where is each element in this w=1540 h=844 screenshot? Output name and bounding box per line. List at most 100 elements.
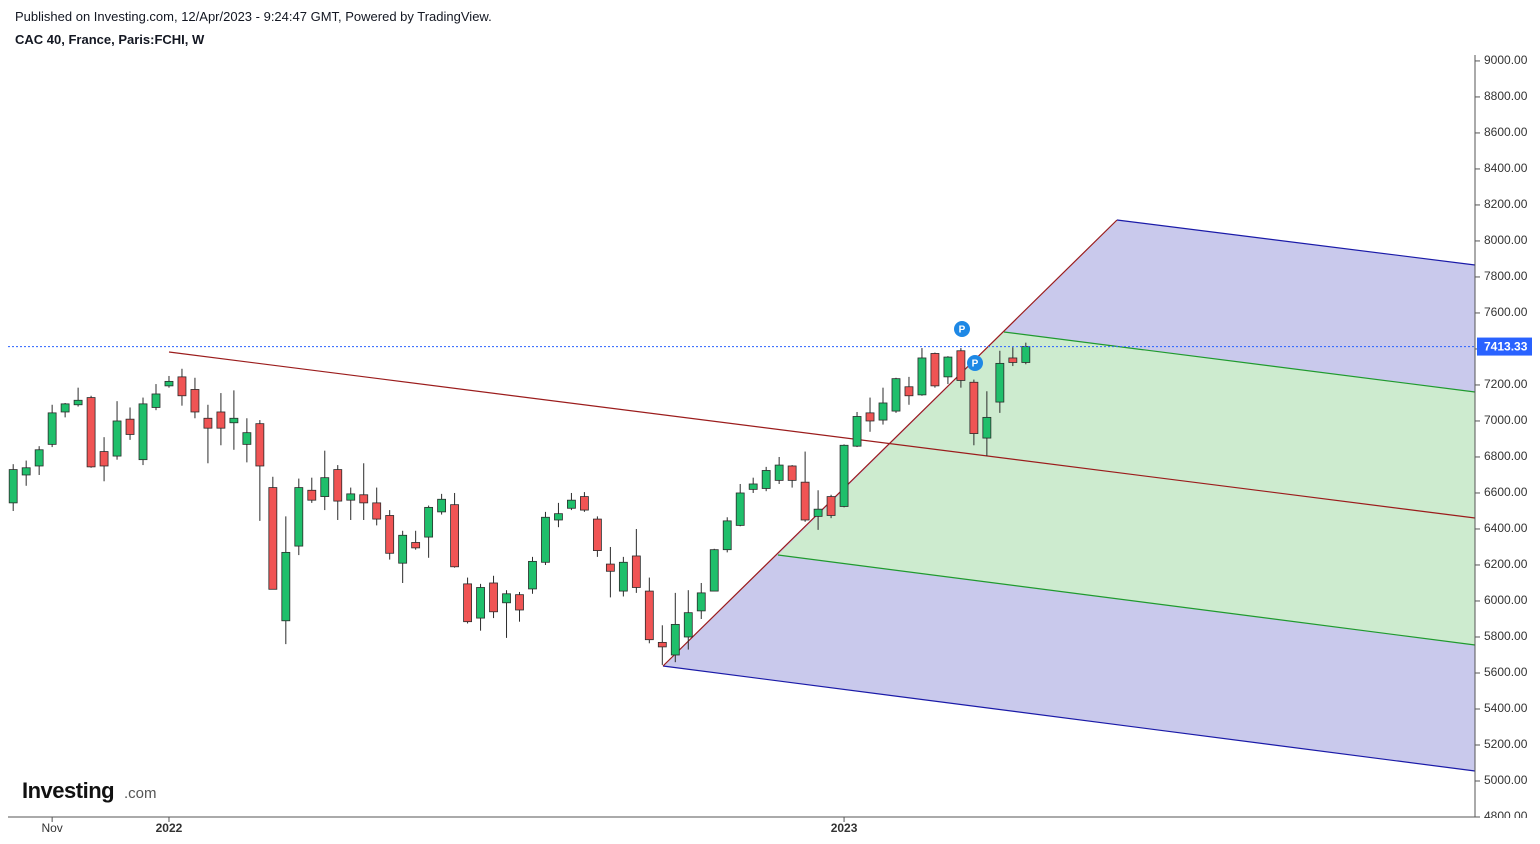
logo-suffix: .com [124, 785, 157, 802]
y-tick-label: 8000.00 [1484, 233, 1528, 247]
candle-body [800, 481, 810, 521]
candle-body [86, 397, 96, 468]
candle-body [982, 416, 992, 439]
candle-body [644, 590, 654, 641]
axes: 4800.00 5000.00 5200.00 5400.00 5600.00 5800.… [8, 53, 1528, 835]
candle-body [1021, 346, 1031, 363]
pitchfork-inner-upper [1003, 331, 1476, 393]
candle-body [60, 403, 70, 413]
candle-body [787, 465, 797, 481]
candle-body [476, 587, 485, 619]
candle-body [813, 508, 823, 517]
y-tick-label: 5400.00 [1484, 701, 1528, 715]
pitchfork-inner-zone [778, 332, 1475, 645]
candle-body [450, 504, 459, 568]
pitchfork-median [168, 351, 1476, 519]
y-tick-label: 6800.00 [1484, 449, 1528, 463]
candle-body [268, 487, 278, 590]
candle-body [865, 412, 875, 422]
candle-body [138, 403, 148, 461]
y-tick-label: 4800.00 [1484, 809, 1528, 823]
candle-body [826, 496, 836, 516]
candle-body [359, 494, 369, 504]
candle-body [34, 449, 44, 467]
candle-body [618, 561, 628, 592]
candle-body [839, 444, 849, 507]
candle-body [216, 411, 226, 429]
y-tick-label: 7200.00 [1484, 377, 1528, 391]
candle-body [164, 380, 174, 387]
candle-body [1008, 357, 1018, 363]
y-tick-label: 6200.00 [1484, 557, 1528, 571]
last-price-label: 7413.33 [1484, 340, 1528, 354]
candle-body [943, 356, 953, 378]
candle-body [683, 612, 693, 638]
candles: 7413.33 [8, 337, 1532, 665]
candle-body [774, 464, 784, 481]
y-tick-label: 6400.00 [1484, 521, 1528, 535]
candle-body [541, 516, 550, 563]
candle-body [554, 513, 563, 521]
pitchfork [168, 219, 1476, 772]
candle-body [631, 555, 641, 588]
candle-body [73, 399, 83, 406]
candle-body [515, 594, 524, 611]
candle-body [320, 477, 330, 497]
candle-body [398, 534, 408, 564]
pivot-marker [954, 321, 970, 337]
pivot-label: P [959, 325, 966, 336]
candle-body [969, 381, 979, 434]
candle-body [203, 417, 213, 429]
candle-body [502, 593, 511, 604]
candle-body [424, 506, 434, 538]
published-note: Published on Investing.com, 12/Apr/2023 … [15, 9, 492, 24]
candle-body [761, 470, 771, 489]
y-tick-label: 7600.00 [1484, 305, 1528, 319]
candle-body [489, 582, 498, 613]
candle-body [281, 551, 291, 622]
candle-body [696, 592, 706, 612]
y-tick-label: 7800.00 [1484, 269, 1528, 283]
candle-body [125, 418, 135, 435]
candle-body [21, 467, 31, 476]
overlay: P P Investing .com [22, 321, 983, 803]
candle-body [567, 499, 576, 509]
y-tick-label: 5000.00 [1484, 773, 1528, 787]
candle-body [8, 469, 18, 504]
pivot-label: P [972, 359, 979, 370]
x-tick-label: 2023 [831, 821, 858, 835]
candle-body [372, 502, 382, 520]
candle-body [255, 423, 265, 467]
candle-body [670, 623, 680, 656]
y-tick-label: 8200.00 [1484, 197, 1528, 211]
candle-body [307, 489, 317, 501]
y-tick-label: 5800.00 [1484, 629, 1528, 643]
candle-body [229, 417, 239, 424]
candle-body [242, 432, 252, 445]
candle-body [605, 563, 615, 572]
candle-body [190, 389, 200, 413]
pitchfork-handle [662, 219, 1118, 667]
candle-body [735, 492, 745, 526]
candle-body [956, 350, 966, 381]
pitchfork-inner-lower [777, 554, 1476, 646]
y-tick-label: 7000.00 [1484, 413, 1528, 427]
candle-body [346, 493, 356, 501]
candle-body [917, 357, 927, 396]
candle-body [709, 549, 719, 592]
candle-body [722, 520, 732, 551]
y-tick-label: 8400.00 [1484, 161, 1528, 175]
pitchfork-upper-line [1116, 219, 1476, 266]
candle-body [177, 376, 187, 397]
y-tick-label: 6600.00 [1484, 485, 1528, 499]
candle-body [151, 393, 161, 408]
logo-brand: Investing [22, 778, 114, 803]
candle-body [333, 469, 343, 502]
candle-body [995, 362, 1005, 403]
candle-body [930, 353, 940, 387]
y-tick-label: 8600.00 [1484, 125, 1528, 139]
candle-body [411, 542, 421, 549]
candle-body [891, 378, 901, 412]
